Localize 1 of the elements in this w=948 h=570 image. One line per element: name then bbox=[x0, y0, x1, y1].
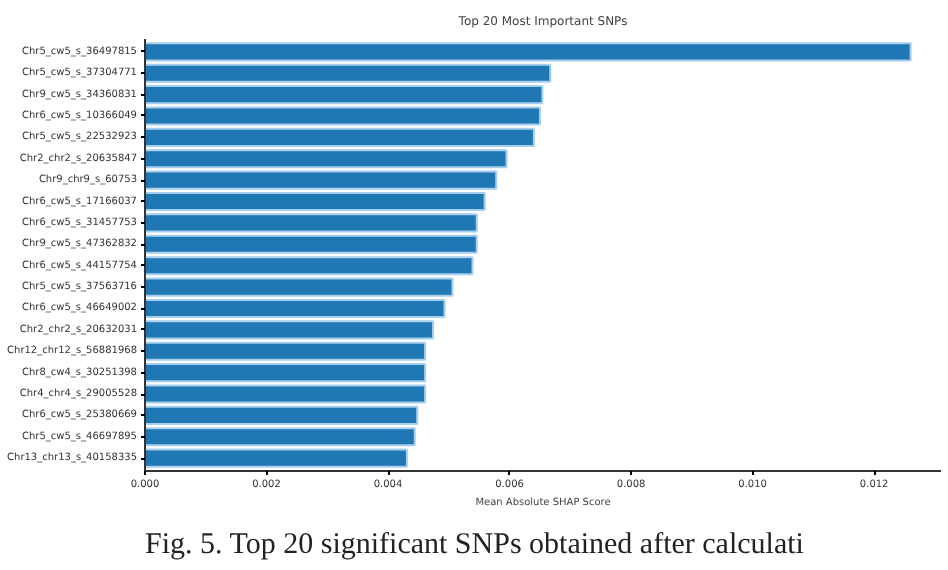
caption: Fig. 5. Top 20 significant SNPs obtained after calculati bbox=[145, 529, 804, 561]
